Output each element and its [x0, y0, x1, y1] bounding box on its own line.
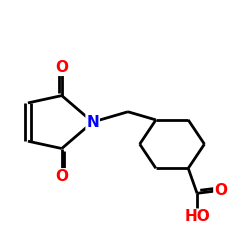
Text: HO: HO	[184, 209, 210, 224]
Text: O: O	[55, 169, 68, 184]
Text: O: O	[214, 183, 227, 198]
Text: N: N	[86, 114, 99, 130]
Text: O: O	[55, 60, 68, 75]
